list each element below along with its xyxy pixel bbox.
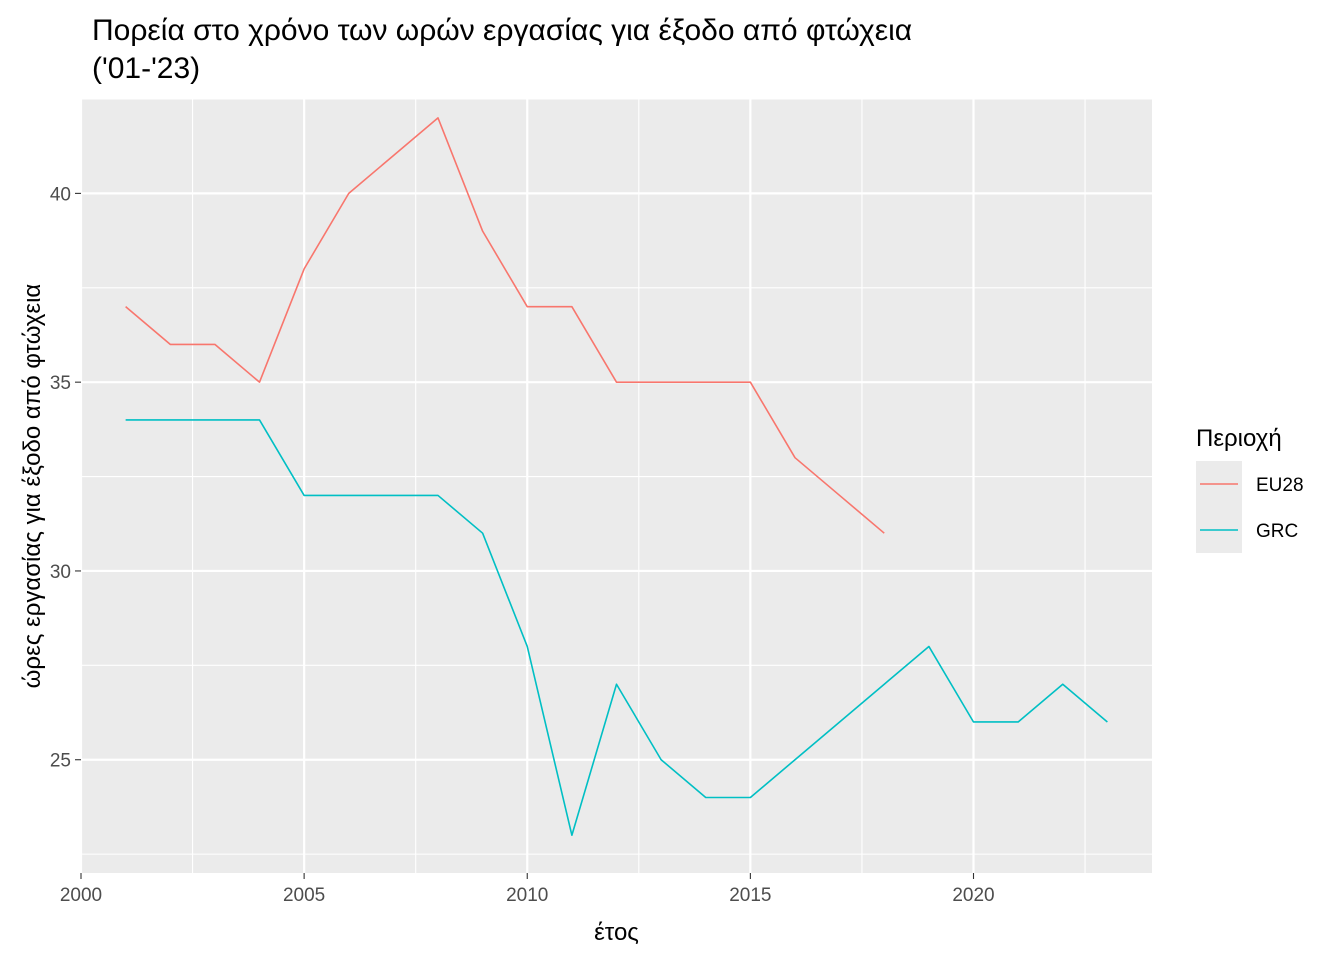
y-tick-label: 40 [50, 184, 71, 205]
legend-label-grc: GRC [1256, 521, 1298, 542]
x-axis-title: έτος [594, 919, 639, 946]
plot-panel [81, 99, 1152, 873]
y-tick-label: 35 [50, 373, 71, 394]
legend: Περιοχή EU28 GRC [1196, 425, 1304, 553]
y-tick-label: 25 [50, 751, 71, 772]
x-tick-label: 2000 [60, 885, 102, 906]
y-axis-title: ώρες εργασίας για έξοδο από φτώχεια [19, 284, 46, 689]
x-tick-label: 2010 [506, 885, 548, 906]
x-tick-label: 2015 [729, 885, 771, 906]
series-lines [125, 117, 1108, 837]
x-axis: 2000 2005 2010 2015 2020 [60, 873, 995, 906]
legend-title: Περιοχή [1196, 425, 1282, 452]
x-tick-label: 2020 [952, 885, 994, 906]
series-line-eu28 [125, 117, 885, 534]
series-line-grc [125, 419, 1108, 837]
y-axis: 25 30 35 40 [50, 184, 81, 772]
y-tick-label: 30 [50, 562, 71, 583]
legend-label-eu28: EU28 [1256, 475, 1304, 496]
x-tick-label: 2005 [283, 885, 325, 906]
chart-title: Πορεία στο χρόνο των ωρών εργασίας για έ… [92, 14, 913, 85]
